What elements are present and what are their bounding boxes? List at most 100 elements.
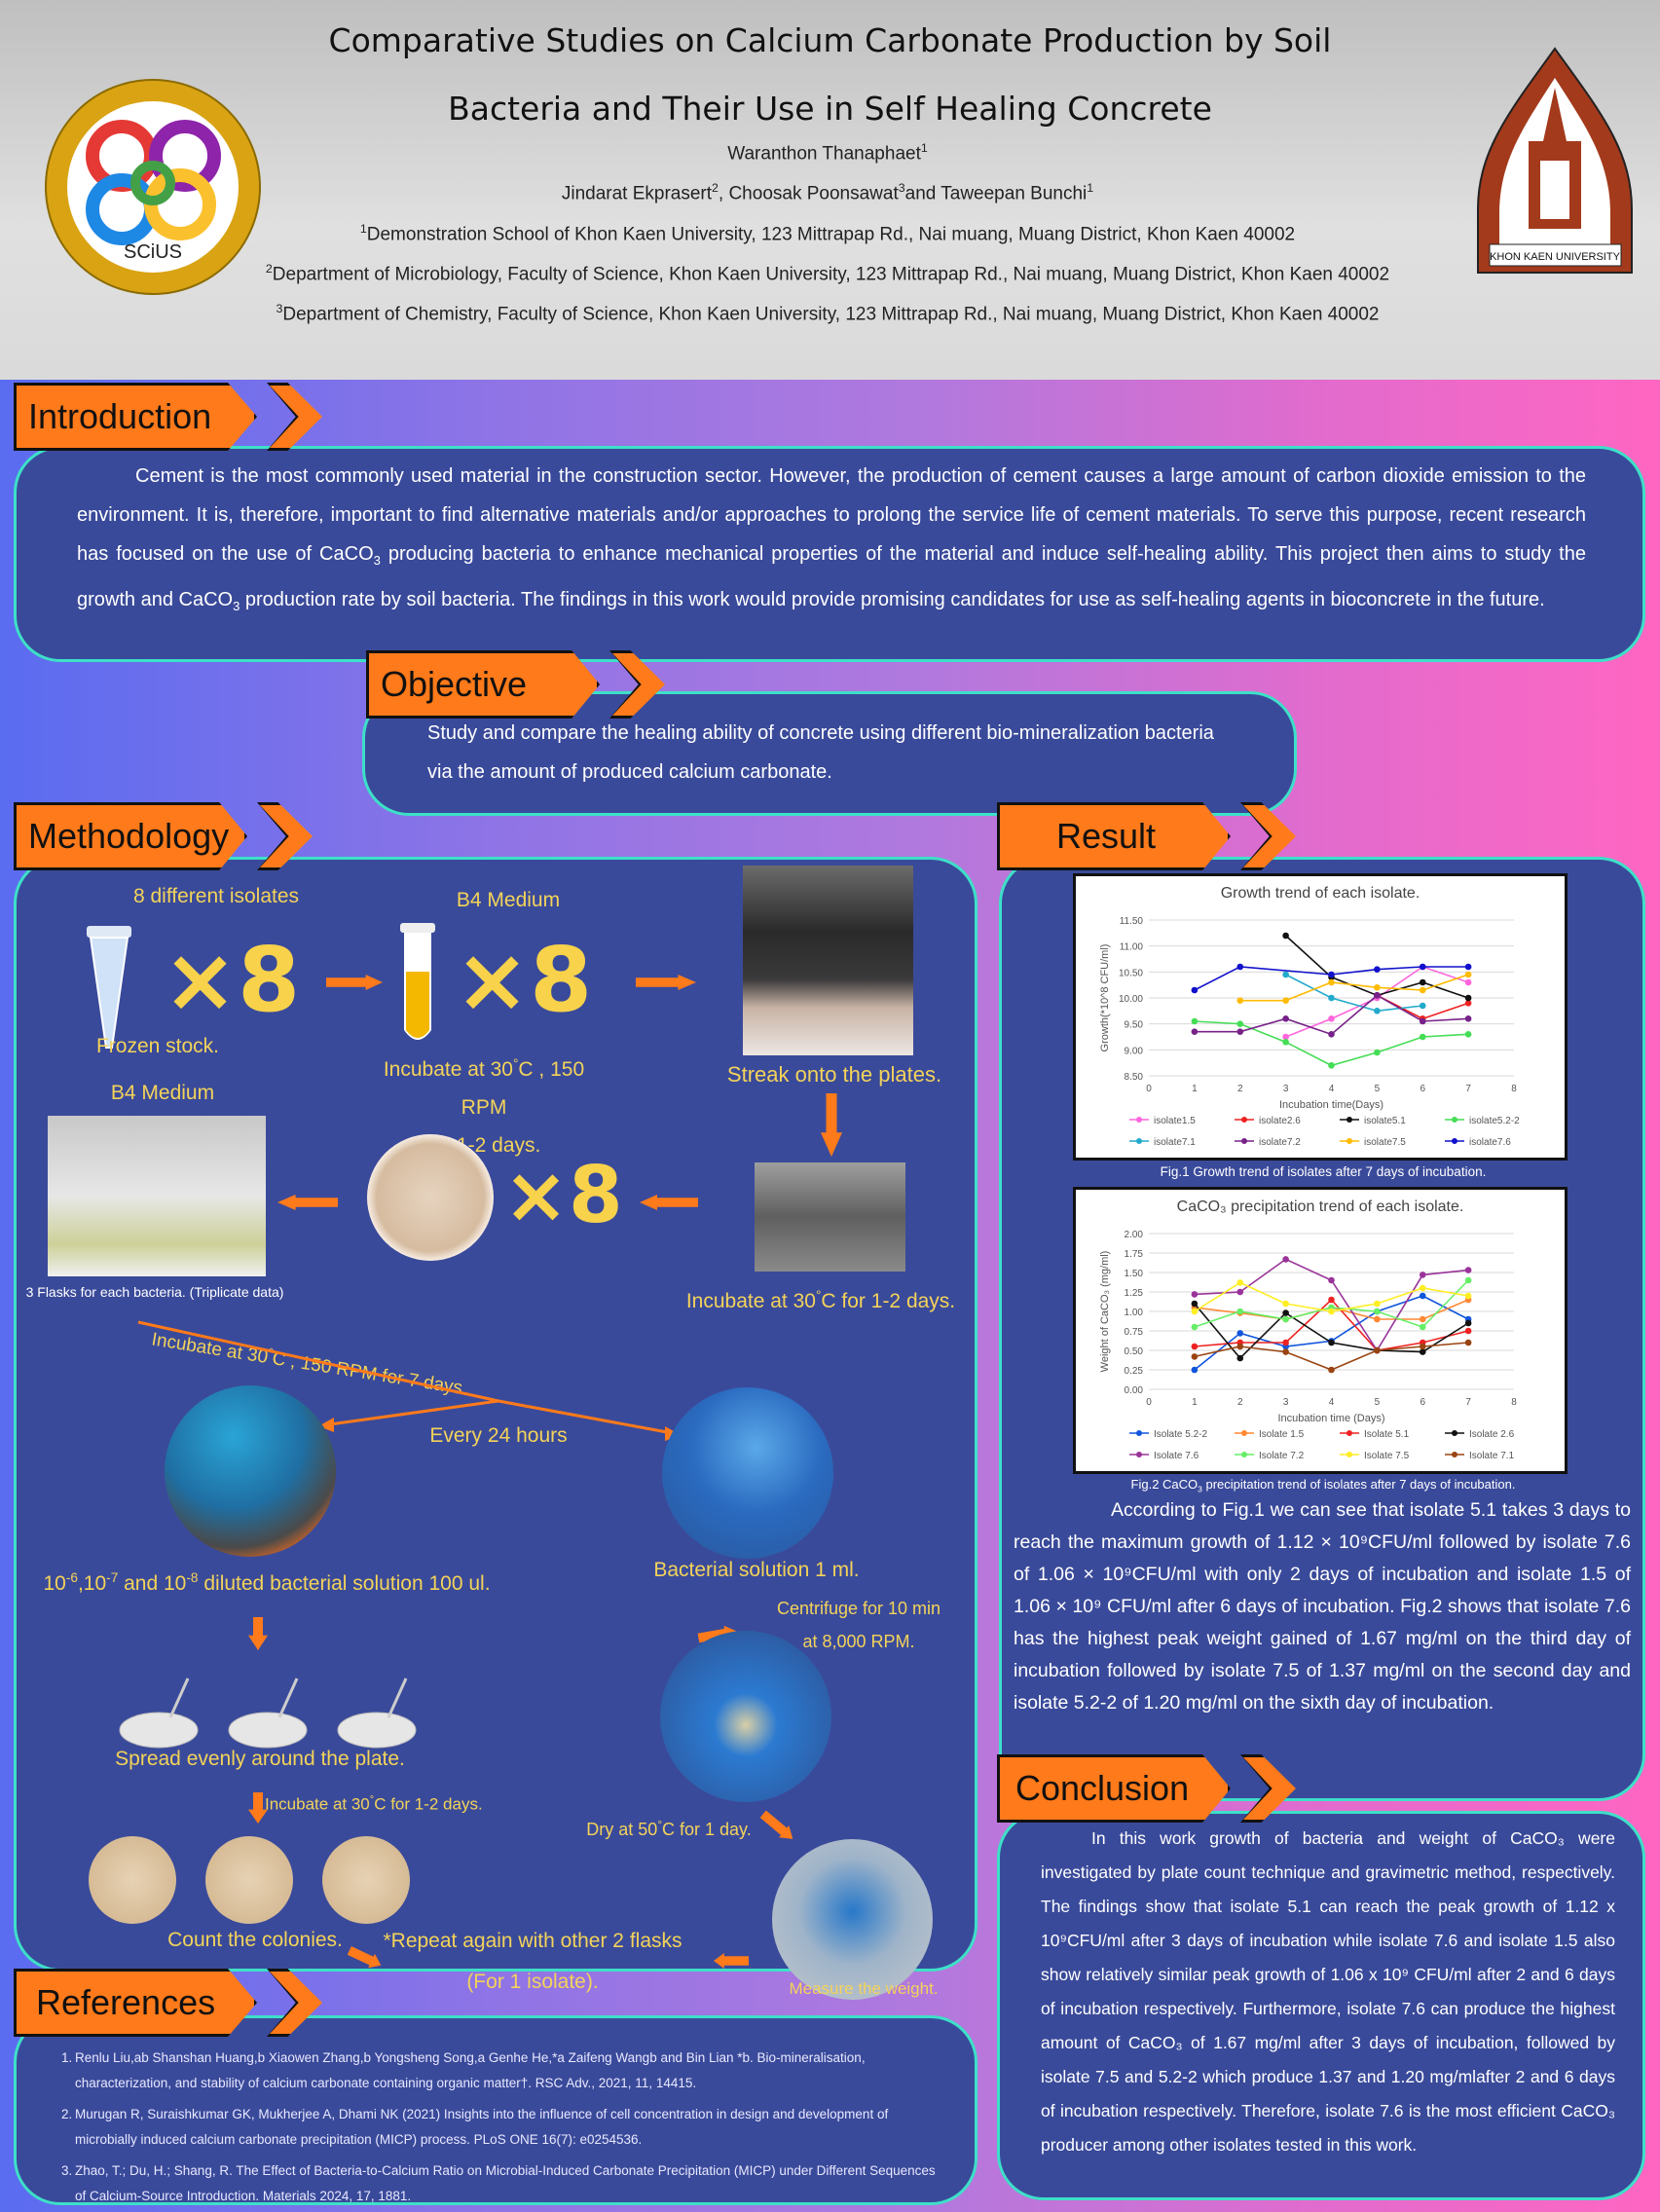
legend-marker: [1136, 1117, 1142, 1123]
data-point: [1419, 1017, 1426, 1025]
caco3-chart: CaCO₃ precipitation trend of each isolat…: [1073, 1187, 1568, 1474]
data-point: [1464, 1000, 1472, 1007]
series-line: [1194, 1279, 1469, 1328]
poster-title-line2: Bacteria and Their Use in Self Healing C…: [448, 90, 1212, 128]
dilution-mid2: and 10: [118, 1572, 187, 1595]
centrifuge-1: Centrifuge for 10 min: [776, 1599, 941, 1618]
y-tick-label: 1.25: [1125, 1288, 1144, 1299]
data-point: [1236, 1343, 1244, 1350]
data-point: [1236, 997, 1244, 1004]
data-point: [1464, 971, 1472, 978]
incubate1-a: Incubate at 30: [383, 1058, 513, 1081]
dilution-mid1: ,10: [77, 1572, 107, 1595]
data-point: [1464, 1339, 1472, 1346]
times-eight-1: ×8: [163, 928, 301, 1032]
y-tick-label: 1.75: [1125, 1249, 1144, 1260]
x-axis-label: Incubation time(Days): [1279, 1099, 1383, 1111]
data-point: [1419, 1272, 1426, 1278]
objective-heading: Objective: [366, 650, 600, 719]
legend-marker: [1346, 1452, 1352, 1457]
dry-a: Dry at 50: [586, 1820, 658, 1839]
series-line: [1285, 966, 1469, 1038]
reference-number: 3.: [61, 2163, 73, 2178]
fig2-caption-b: precipitation trend of isolates after 7 …: [1201, 1477, 1516, 1492]
legend-label: Isolate 1.5: [1259, 1429, 1305, 1440]
arrow-down-icon: [248, 1617, 268, 1650]
conclusion-text: In this work growth of bacteria and weig…: [1041, 1828, 1615, 2155]
data-point: [1419, 1292, 1426, 1300]
data-point: [1191, 1300, 1199, 1308]
author-line1: Waranthon Thanaphaet1: [195, 141, 1460, 165]
aff3-sup: 3: [276, 302, 283, 315]
x-tick-label: 2: [1237, 1084, 1243, 1094]
data-point: [1282, 1033, 1289, 1041]
y-tick-label: 8.50: [1125, 1072, 1144, 1083]
legend-label: Isolate 5.1: [1364, 1429, 1410, 1440]
legend-marker: [1136, 1452, 1142, 1457]
data-point: [1464, 963, 1472, 971]
fig2-caption-sub: 3: [1198, 1484, 1202, 1494]
y-tick-label: 11.00: [1120, 942, 1144, 953]
data-point: [1374, 1008, 1381, 1014]
incubate2-b: C for 1-2 days.: [821, 1290, 956, 1312]
growth-chart-svg: Growth trend of each isolate. 8.50 9.00 9.5…: [1099, 885, 1520, 1148]
data-point: [1464, 1031, 1472, 1038]
reference-number: 1.: [61, 2050, 73, 2065]
legend-marker: [1241, 1430, 1247, 1436]
header: SCiUS Comparative Studies on Calcium Car…: [0, 0, 1660, 380]
y-axis-label: Growth(*10^8 CFU/ml): [1099, 944, 1111, 1052]
data-point: [1282, 997, 1289, 1004]
poster-title-line1: Comparative Studies on Calcium Carbonate…: [328, 21, 1332, 59]
x-tick-label: 5: [1375, 1397, 1381, 1408]
data-point: [1282, 1348, 1289, 1355]
data-point: [1282, 971, 1289, 978]
data-point: [1374, 1346, 1381, 1354]
data-point: [1191, 1028, 1199, 1035]
arrow-left-icon: [277, 1195, 338, 1210]
intro-p1: Cement is the most commonly used materia…: [77, 465, 1586, 565]
data-point: [1191, 1353, 1199, 1360]
data-point: [1236, 963, 1244, 971]
data-point: [1419, 986, 1426, 994]
data-point: [1328, 1062, 1335, 1069]
reference-item: 1. Renlu Liu,ab Shanshan Huang,b Xiaowen …: [61, 2046, 949, 2096]
data-point: [1419, 1348, 1426, 1355]
dilution-e2: -7: [106, 1570, 119, 1585]
y-tick-label: 1.50: [1125, 1269, 1144, 1279]
y-tick-label: 0.75: [1125, 1327, 1144, 1338]
repeat-label: *Repeat again with other 2 flasks (For 1 …: [377, 1921, 688, 2003]
methodology-panel: 8 different isolates B4 Medium ×8 ×8 Fro…: [14, 857, 978, 2000]
data-point: [1419, 1343, 1426, 1350]
degree-sup: °: [512, 1056, 519, 1071]
legend-label: isolate5.2-2: [1469, 1116, 1520, 1126]
data-point: [1328, 978, 1335, 986]
data-point: [1328, 994, 1335, 1002]
pipetting-photo: [165, 1385, 336, 1557]
data-point: [1328, 971, 1335, 978]
data-point: [1419, 963, 1426, 971]
data-point: [1464, 1015, 1472, 1022]
dry-label: Dry at 50°C for 1 day.: [572, 1819, 766, 1840]
x-tick-label: 0: [1146, 1084, 1152, 1094]
data-point: [1236, 1288, 1244, 1296]
legend-label: isolate7.2: [1259, 1137, 1301, 1148]
data-point: [1282, 1309, 1289, 1316]
author1: Waranthon Thanaphaet: [727, 143, 921, 165]
data-point: [1236, 1020, 1244, 1027]
times-eight-3: ×8: [503, 1150, 623, 1240]
author2c-sup: 1: [1087, 181, 1094, 195]
x-tick-label: 6: [1420, 1397, 1425, 1408]
data-point: [1419, 978, 1426, 986]
dilution-pre: 10: [43, 1572, 66, 1595]
references-panel: 1. Renlu Liu,ab Shanshan Huang,b Xiaowen …: [14, 2015, 978, 2205]
count-label: Count the colonies.: [167, 1929, 343, 1951]
flasks-photo: [48, 1116, 266, 1276]
repeat-2: (For 1 isolate).: [466, 1971, 599, 1993]
tube-icon: [87, 926, 131, 1049]
legend-label: Isolate 7.1: [1469, 1451, 1515, 1461]
data-point: [1282, 1300, 1289, 1308]
incubate2-a: Incubate at 30: [685, 1290, 816, 1312]
references-list: 1. Renlu Liu,ab Shanshan Huang,b Xiaowen …: [61, 2046, 949, 2209]
legend-label: Isolate 5.2-2: [1154, 1429, 1207, 1440]
result-heading: Result: [997, 802, 1231, 870]
